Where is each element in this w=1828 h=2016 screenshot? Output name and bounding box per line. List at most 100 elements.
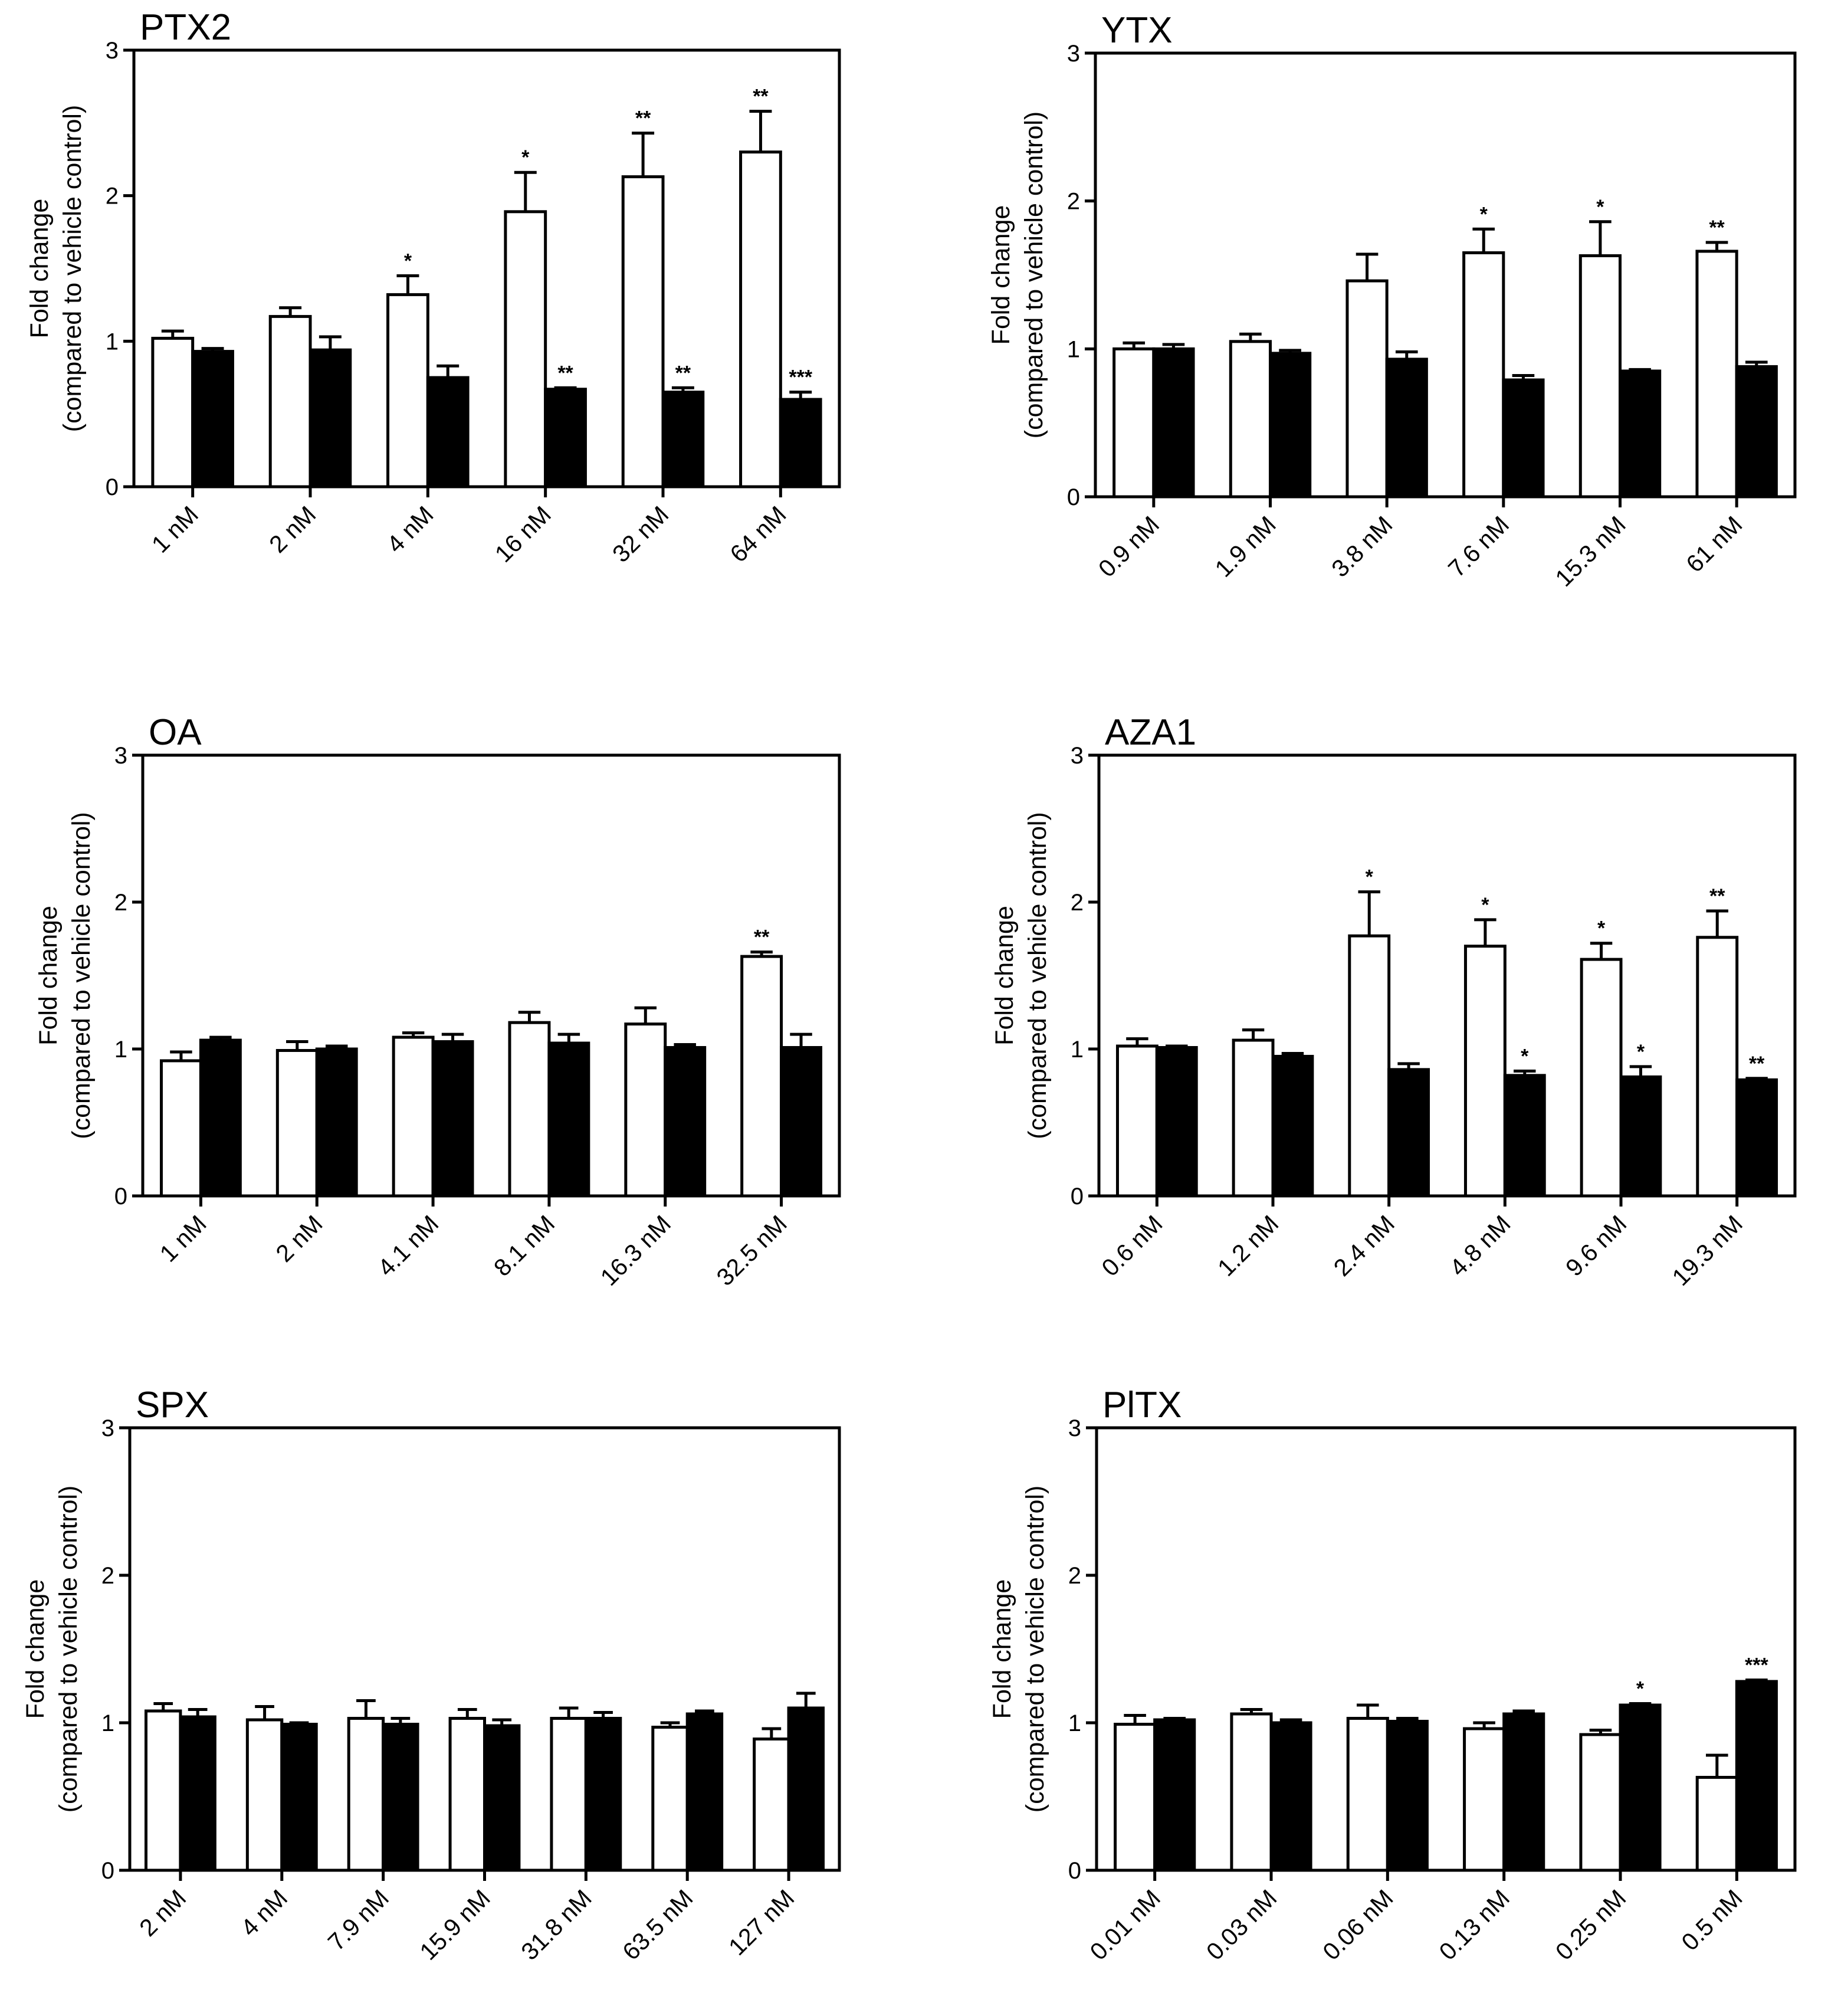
bar-filled	[1502, 378, 1545, 499]
x-tick-label: 2 nM	[264, 501, 321, 558]
bar-filled	[1152, 347, 1195, 499]
bar-open	[1115, 1044, 1159, 1198]
bar-open	[753, 1738, 790, 1872]
y-tick-label: 1	[114, 1037, 127, 1063]
x-tick-label: 0.25 nM	[1550, 1884, 1631, 1965]
bar-filled	[584, 1717, 622, 1872]
chart-pitx: PlTX Fold change (compared to vehicle cont…	[988, 1385, 1797, 1965]
plot-frame	[141, 753, 841, 1198]
bar-open	[1578, 254, 1622, 499]
chart-aza1: AZA1 Fold change (compared to vehicle cont…	[990, 712, 1797, 1291]
significance-marker: *	[1481, 894, 1489, 916]
bar-filled	[309, 348, 352, 489]
bar-open	[1232, 1038, 1275, 1198]
bar-open	[1230, 1712, 1273, 1872]
bar-filled	[1619, 1075, 1662, 1198]
bar-filled	[779, 398, 822, 489]
plot-frame	[1095, 1426, 1797, 1872]
x-tick-label: 0.01 nM	[1085, 1884, 1166, 1965]
bar-open	[144, 1709, 182, 1872]
bar-open	[508, 1021, 551, 1198]
x-tick-label: 32.5 nM	[711, 1210, 792, 1291]
x-tick-label: 61 nM	[1681, 511, 1747, 578]
significance-marker: **	[635, 107, 651, 130]
y-axis-label: Fold change (compared to vehicle control)	[25, 105, 87, 432]
y-tick-label: 0	[101, 1858, 114, 1884]
bar-filled	[544, 388, 587, 489]
bar-filled	[661, 391, 705, 489]
x-tick-label: 15.9 nM	[415, 1884, 495, 1965]
x-tick-label: 19.3 nM	[1667, 1210, 1748, 1291]
x-tick-label: 127 nM	[723, 1884, 799, 1961]
bar-open	[739, 150, 782, 489]
bar-filled	[1385, 358, 1428, 499]
bar-open	[1346, 1717, 1389, 1872]
significance-marker: ***	[789, 366, 812, 389]
bar-filled	[382, 1723, 419, 1872]
bar-filled	[1503, 1074, 1546, 1198]
significance-marker: *	[404, 250, 412, 272]
bar-open	[624, 1022, 667, 1198]
x-tick-label: 4.1 nM	[372, 1210, 444, 1281]
bar-open	[1463, 945, 1507, 1198]
x-tick-label: 8.1 nM	[488, 1210, 560, 1281]
bar-filled	[1155, 1046, 1198, 1198]
bar-filled	[685, 1712, 724, 1872]
bar-filled	[315, 1047, 358, 1198]
significance-marker: **	[1709, 217, 1725, 239]
bar-open	[621, 175, 665, 489]
chart-title: AZA1	[1105, 712, 1196, 753]
y-tick-label: 0	[114, 1184, 127, 1209]
significance-marker: *	[1637, 1041, 1645, 1063]
y-tick-label: 2	[106, 183, 119, 209]
bar-open	[504, 210, 547, 489]
bar-filled	[1502, 1712, 1545, 1872]
x-tick-label: 63.5 nM	[617, 1884, 698, 1965]
y-tick-label: 0	[1068, 1858, 1081, 1884]
x-tick-label: 3.8 nM	[1326, 511, 1397, 582]
y-axis-label-line1: Fold change	[987, 205, 1015, 345]
bar-filled	[547, 1041, 590, 1198]
bar-open	[1345, 279, 1389, 499]
y-tick-label: 3	[114, 743, 127, 769]
x-tick-label: 4 nM	[382, 501, 439, 558]
y-axis-label-line2: (compared to vehicle control)	[1021, 1486, 1049, 1812]
x-tick-label: 4 nM	[235, 1884, 293, 1942]
y-axis-label-line2: (compared to vehicle control)	[67, 812, 96, 1139]
x-tick-label: 32 nM	[607, 501, 674, 568]
bar-open	[245, 1718, 284, 1872]
y-tick-label: 3	[1071, 743, 1084, 769]
bar-filled	[1386, 1720, 1429, 1872]
x-tick-label: 0.03 nM	[1201, 1884, 1282, 1965]
x-tick-label: 0.6 nM	[1097, 1210, 1168, 1281]
bar-open	[1462, 251, 1505, 499]
significance-marker: *	[1597, 917, 1606, 940]
y-axis-label-line1: Fold change	[21, 1579, 50, 1719]
bar-open	[651, 1726, 689, 1872]
y-tick-label: 3	[101, 1415, 114, 1441]
bar-filled	[1735, 365, 1778, 499]
significance-marker: *	[1480, 203, 1488, 225]
bar-open	[1695, 250, 1738, 499]
bar-filled	[191, 350, 234, 489]
chart-spx: SPX Fold change (compared to vehicle contr…	[21, 1385, 841, 1965]
bar-open	[1463, 1727, 1506, 1872]
bar-filled	[1735, 1078, 1778, 1198]
y-axis-label: Fold change (compared to vehicle control)	[21, 1486, 83, 1812]
bar-open	[347, 1717, 385, 1872]
significance-marker: *	[1366, 866, 1374, 889]
y-tick-label: 1	[1071, 1037, 1084, 1063]
bar-open	[1696, 936, 1739, 1198]
bar-open	[1579, 1733, 1622, 1872]
significance-marker: ***	[1745, 1654, 1768, 1677]
y-tick-label: 0	[1067, 484, 1080, 510]
chart-title: PlTX	[1102, 1385, 1182, 1425]
x-tick-label: 1.9 nM	[1210, 511, 1281, 582]
significance-marker: *	[1521, 1045, 1529, 1067]
x-tick-label: 2.4 nM	[1328, 1210, 1400, 1281]
y-tick-label: 2	[101, 1563, 114, 1589]
x-tick-label: 1 nM	[146, 501, 204, 558]
x-tick-label: 0.5 nM	[1676, 1884, 1748, 1956]
x-tick-label: 15.3 nM	[1550, 511, 1631, 592]
bar-open	[1112, 347, 1156, 499]
